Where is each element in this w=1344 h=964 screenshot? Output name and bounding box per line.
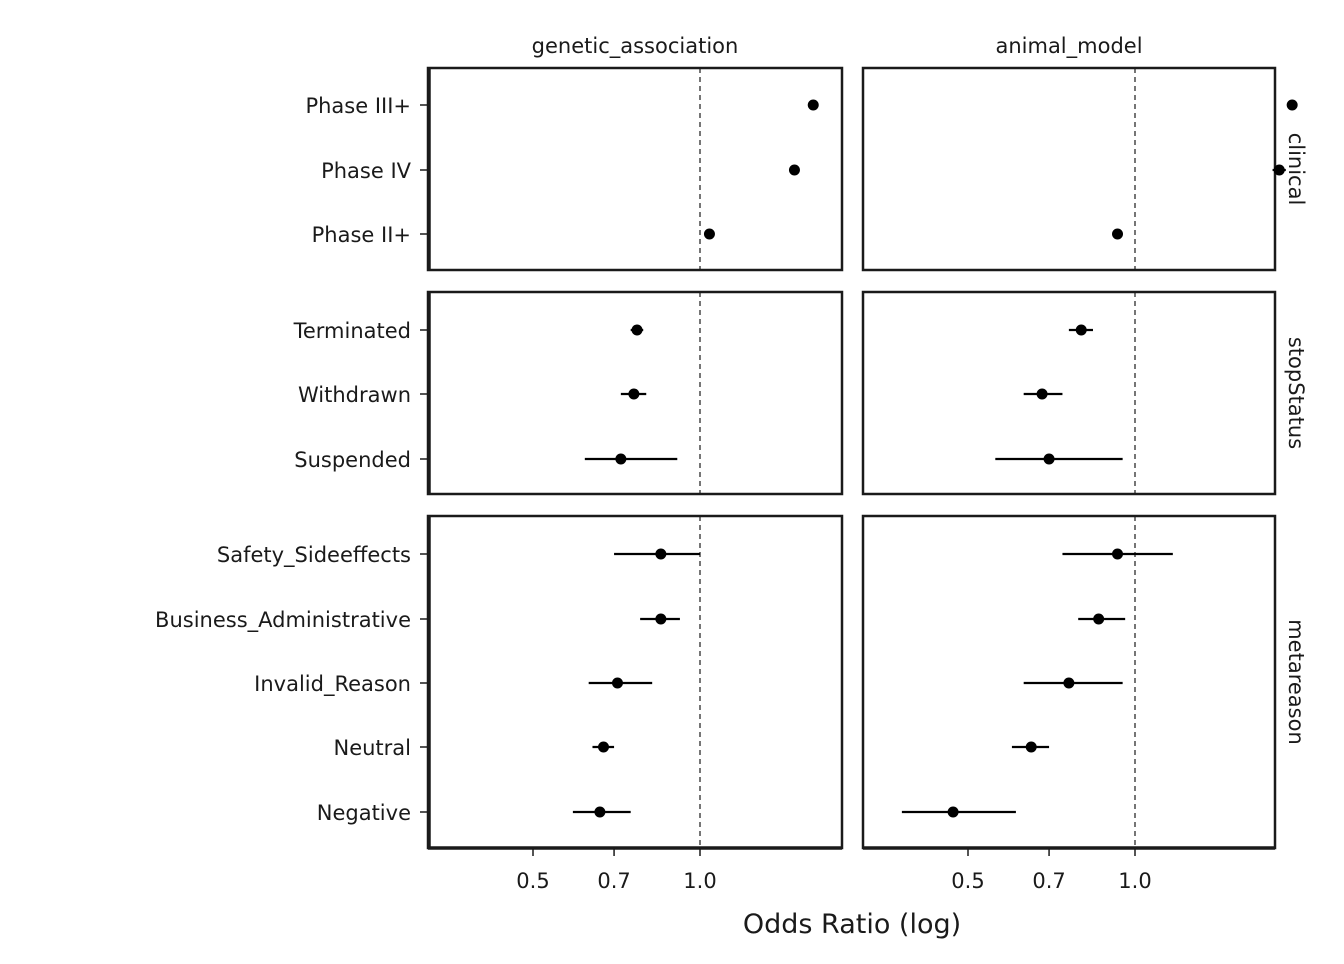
panel-frame-clinical-animal_model	[861, 66, 1277, 272]
estimate-point	[655, 613, 667, 625]
x-tick-label: 0.5	[951, 869, 984, 893]
estimate-point	[788, 164, 800, 176]
estimate-point	[807, 99, 819, 111]
estimate-point	[703, 228, 715, 240]
row-strip-label-clinical: clinical	[1284, 133, 1308, 206]
x-tick-label: 0.7	[1032, 869, 1065, 893]
y-tick-label: Phase IV	[321, 159, 412, 183]
panel-frame-clinical-genetic_association	[426, 66, 844, 272]
estimate-point	[615, 453, 627, 465]
estimate-point	[1075, 324, 1087, 336]
y-tick-label: Phase II+	[312, 223, 411, 247]
estimate-point	[1112, 228, 1124, 240]
estimate-point	[655, 548, 667, 560]
y-tick-label: Business_Administrative	[155, 608, 411, 633]
y-tick-label: Terminated	[293, 319, 411, 343]
estimate-point	[594, 806, 606, 818]
y-tick-label: Suspended	[294, 448, 411, 472]
y-tick-label: Withdrawn	[298, 383, 411, 407]
y-tick-label: Phase III+	[305, 94, 411, 118]
estimate-point	[1025, 741, 1037, 753]
estimate-point	[631, 324, 643, 336]
estimate-point	[1093, 613, 1105, 625]
estimate-point	[611, 677, 623, 689]
x-tick-label: 1.0	[1118, 869, 1151, 893]
estimate-point	[1036, 388, 1048, 400]
x-tick-label: 1.0	[683, 869, 716, 893]
column-strip-label-animal_model: animal_model	[995, 34, 1142, 59]
y-tick-label: Neutral	[333, 736, 411, 760]
x-tick-label: 0.7	[597, 869, 630, 893]
y-tick-label: Negative	[317, 801, 411, 825]
y-tick-label: Invalid_Reason	[254, 672, 411, 697]
panel-frame-stopStatus-animal_model	[861, 290, 1277, 496]
y-tick-label: Safety_Sideeffects	[217, 543, 411, 568]
estimate-point	[1286, 99, 1298, 111]
column-strip-label-genetic_association: genetic_association	[532, 34, 739, 59]
estimate-point	[1063, 677, 1075, 689]
x-axis-title: Odds Ratio (log)	[743, 909, 961, 940]
estimate-point	[598, 741, 610, 753]
x-tick-label: 0.5	[516, 869, 549, 893]
estimate-point	[1273, 164, 1285, 176]
row-strip-label-stopStatus: stopStatus	[1284, 337, 1308, 449]
row-strip-label-metareason: metareason	[1284, 619, 1308, 745]
estimate-point	[947, 806, 959, 818]
estimate-point	[1043, 453, 1055, 465]
estimate-point	[628, 388, 640, 400]
estimate-point	[1112, 548, 1124, 560]
